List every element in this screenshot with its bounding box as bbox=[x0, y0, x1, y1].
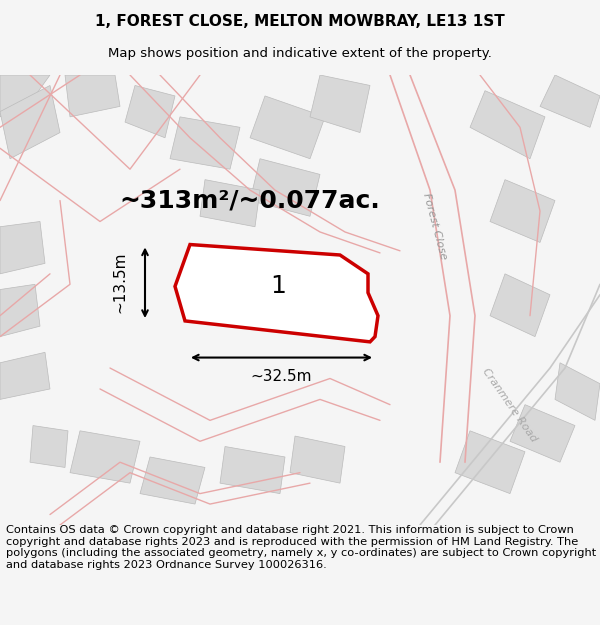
Polygon shape bbox=[0, 221, 45, 274]
Polygon shape bbox=[490, 179, 555, 243]
Polygon shape bbox=[0, 86, 60, 159]
Polygon shape bbox=[510, 404, 575, 462]
Polygon shape bbox=[170, 117, 240, 169]
Polygon shape bbox=[470, 91, 545, 159]
Polygon shape bbox=[540, 75, 600, 128]
Text: Cranmere Road: Cranmere Road bbox=[481, 366, 539, 443]
Polygon shape bbox=[555, 362, 600, 421]
Polygon shape bbox=[250, 96, 325, 159]
Polygon shape bbox=[200, 179, 260, 227]
Text: Contains OS data © Crown copyright and database right 2021. This information is : Contains OS data © Crown copyright and d… bbox=[6, 525, 596, 570]
Text: 1: 1 bbox=[270, 274, 286, 298]
Polygon shape bbox=[310, 75, 370, 132]
Polygon shape bbox=[70, 431, 140, 483]
Polygon shape bbox=[455, 431, 525, 494]
Text: Forest Close: Forest Close bbox=[421, 192, 449, 261]
Text: ~313m²/~0.077ac.: ~313m²/~0.077ac. bbox=[119, 189, 380, 213]
Text: ~32.5m: ~32.5m bbox=[251, 369, 312, 384]
Polygon shape bbox=[250, 159, 320, 216]
Polygon shape bbox=[125, 86, 175, 138]
Polygon shape bbox=[220, 446, 285, 494]
Polygon shape bbox=[65, 75, 120, 117]
Polygon shape bbox=[0, 352, 50, 399]
Polygon shape bbox=[175, 244, 378, 342]
Polygon shape bbox=[0, 284, 40, 337]
Polygon shape bbox=[290, 436, 345, 483]
Polygon shape bbox=[140, 457, 205, 504]
Text: 1, FOREST CLOSE, MELTON MOWBRAY, LE13 1ST: 1, FOREST CLOSE, MELTON MOWBRAY, LE13 1S… bbox=[95, 14, 505, 29]
Polygon shape bbox=[0, 75, 50, 117]
Text: ~13.5m: ~13.5m bbox=[113, 252, 128, 314]
Polygon shape bbox=[490, 274, 550, 337]
Polygon shape bbox=[30, 426, 68, 468]
Text: Map shows position and indicative extent of the property.: Map shows position and indicative extent… bbox=[108, 48, 492, 61]
